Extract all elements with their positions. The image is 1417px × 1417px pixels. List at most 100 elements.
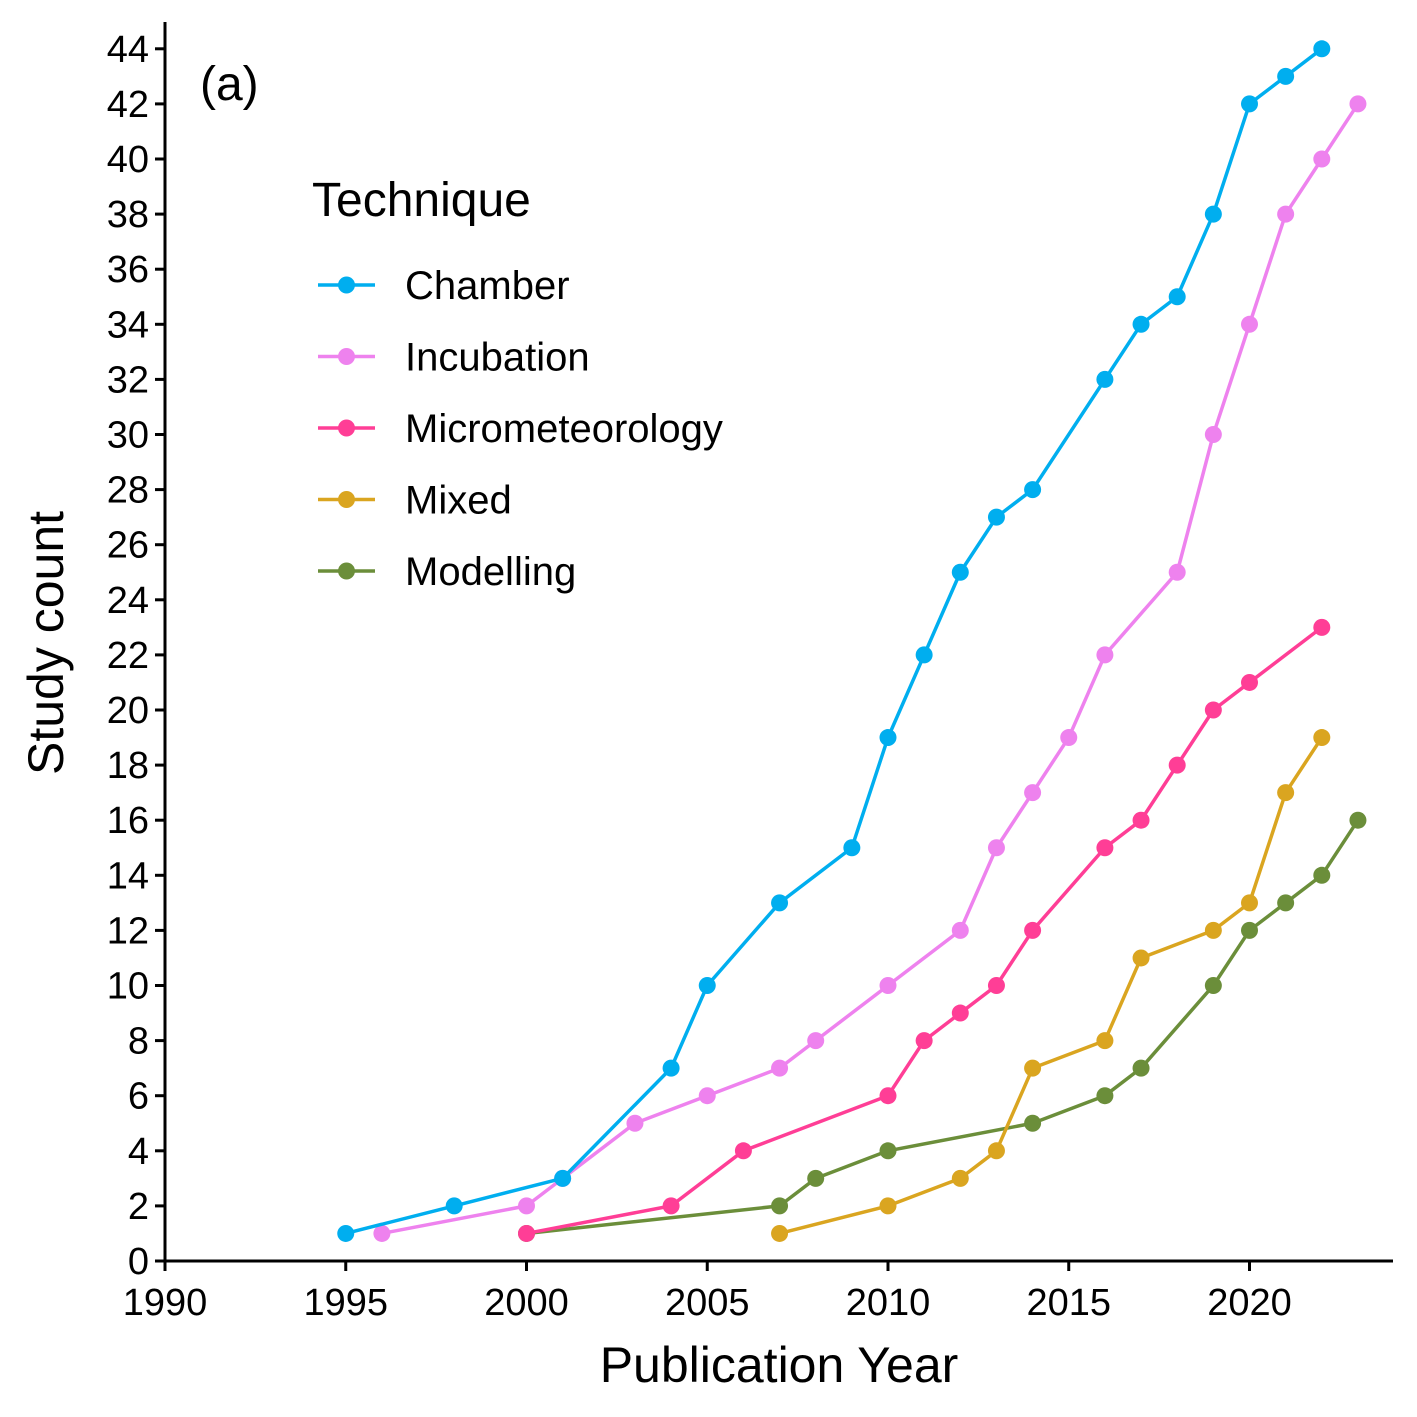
data-point-micrometeorology <box>987 977 1005 994</box>
y-tick-label: 30 <box>107 415 149 457</box>
data-point-modelling <box>1096 1087 1114 1105</box>
data-point-chamber <box>1168 288 1186 306</box>
series-line-mixed <box>779 736 1324 1236</box>
data-point-modelling <box>807 1169 825 1187</box>
y-tick-label: 10 <box>107 966 149 1008</box>
legend-item-mixed: Mixed <box>318 479 512 523</box>
data-point-chamber <box>987 508 1005 526</box>
x-tick-label: 2010 <box>846 1282 931 1324</box>
legend-label: Incubation <box>405 336 590 380</box>
data-point-incubation <box>987 839 1005 857</box>
data-point-incubation <box>771 1059 789 1077</box>
data-point-mixed <box>1277 784 1295 802</box>
data-point-incubation <box>373 1224 391 1242</box>
data-point-chamber <box>662 1059 680 1077</box>
x-tick-label: 2000 <box>484 1282 569 1324</box>
y-tick-label: 8 <box>128 1021 149 1063</box>
x-ticks: 1990 1995 2000 2005 2010 2015 2020 <box>123 1261 1292 1324</box>
legend-item-modelling: Modelling <box>318 550 576 594</box>
y-tick-label: 16 <box>107 800 149 842</box>
x-tick-label: 2020 <box>1207 1282 1292 1324</box>
legend-label: Chamber <box>405 264 570 308</box>
series-line-micrometeorology <box>526 625 1323 1236</box>
data-point-modelling <box>1132 1059 1150 1077</box>
data-point-incubation <box>1204 426 1222 443</box>
data-point-micrometeorology <box>1313 618 1331 636</box>
data-point-incubation <box>626 1114 644 1132</box>
legend-title: Technique <box>312 174 531 227</box>
data-point-chamber <box>951 563 969 581</box>
data-point-chamber <box>1241 95 1258 113</box>
data-point-micrometeorology <box>1096 839 1114 857</box>
data-point-incubation <box>1024 784 1042 802</box>
y-tick-label: 34 <box>107 304 149 346</box>
data-point-micrometeorology <box>1132 811 1150 829</box>
series-layer <box>337 40 1367 1242</box>
x-tick-label: 2015 <box>1026 1282 1111 1324</box>
legend-label: Modelling <box>405 550 576 594</box>
data-point-chamber <box>1024 481 1042 499</box>
data-point-incubation <box>879 977 897 994</box>
data-point-micrometeorology <box>1024 921 1042 939</box>
data-point-micrometeorology <box>662 1197 680 1215</box>
data-point-mixed <box>1132 949 1150 967</box>
y-tick-label: 24 <box>107 580 149 622</box>
y-tick-label: 44 <box>107 29 149 71</box>
data-point-modelling <box>1241 921 1258 939</box>
data-point-chamber <box>554 1169 572 1187</box>
data-point-micrometeorology <box>1168 756 1186 774</box>
legend-label: Mixed <box>405 479 512 523</box>
data-point-incubation <box>518 1197 535 1215</box>
data-point-chamber <box>445 1197 463 1215</box>
data-point-chamber <box>1096 370 1114 388</box>
y-tick-label: 38 <box>107 194 149 236</box>
y-tick-label: 0 <box>128 1241 149 1283</box>
data-point-modelling <box>1313 866 1331 884</box>
x-tick-label: 1990 <box>123 1282 208 1324</box>
data-point-chamber <box>698 977 716 994</box>
x-tick-label: 1995 <box>303 1282 388 1324</box>
data-point-mixed <box>771 1224 789 1242</box>
data-point-mixed <box>879 1197 897 1215</box>
data-point-chamber <box>771 894 789 912</box>
data-point-micrometeorology <box>915 1032 933 1050</box>
data-point-mixed <box>1204 921 1222 939</box>
data-point-chamber <box>1132 315 1150 333</box>
y-tick-label: 12 <box>107 910 149 952</box>
data-point-chamber <box>1204 205 1222 223</box>
x-axis-title: Publication Year <box>600 1337 959 1393</box>
series-modelling <box>518 811 1367 1242</box>
data-point-modelling <box>771 1197 789 1215</box>
data-point-modelling <box>1349 811 1367 829</box>
data-point-micrometeorology <box>879 1087 897 1105</box>
y-tick-label: 26 <box>107 525 149 567</box>
data-point-mixed <box>951 1169 969 1187</box>
data-point-incubation <box>807 1032 825 1050</box>
data-point-incubation <box>1277 205 1295 223</box>
panel-label: (a) <box>200 58 259 111</box>
data-point-incubation <box>698 1087 716 1105</box>
y-tick-label: 40 <box>107 139 149 181</box>
data-point-incubation <box>1313 150 1331 168</box>
data-point-chamber <box>1313 40 1331 58</box>
y-tick-label: 28 <box>107 470 149 512</box>
data-point-incubation <box>1168 563 1186 581</box>
data-point-incubation <box>1060 729 1078 747</box>
y-tick-label: 20 <box>107 690 149 732</box>
series-micrometeorology <box>518 618 1331 1242</box>
data-point-mixed <box>1096 1032 1114 1050</box>
data-point-micrometeorology <box>1241 673 1258 691</box>
legend-key-point <box>338 419 355 437</box>
y-tick-label: 42 <box>107 84 149 126</box>
axes-layer: 0246810121416182022242628303234363840424… <box>107 22 1393 1324</box>
legend-item-incubation: Incubation <box>318 336 590 380</box>
data-point-micrometeorology <box>951 1004 969 1022</box>
y-tick-label: 32 <box>107 359 149 401</box>
legend-item-chamber: Chamber <box>318 264 570 308</box>
data-point-mixed <box>1024 1059 1042 1077</box>
data-point-chamber <box>1277 67 1295 85</box>
y-tick-label: 2 <box>128 1186 149 1228</box>
y-tick-label: 6 <box>128 1076 149 1118</box>
legend-key-point <box>338 491 355 508</box>
